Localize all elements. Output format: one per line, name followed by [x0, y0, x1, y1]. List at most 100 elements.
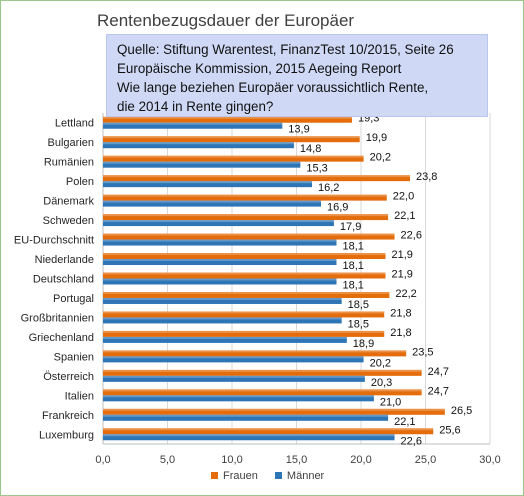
- bar-frauen: [103, 408, 445, 415]
- bar-frauen: [103, 389, 422, 396]
- data-label-maenner: 20,2: [370, 357, 391, 369]
- bar-maenner: [103, 395, 374, 402]
- legend-swatch-frauen: [211, 472, 218, 479]
- bar-maenner: [103, 356, 364, 363]
- data-label-maenner: 13,9: [288, 124, 309, 136]
- category-label: Österreich: [43, 371, 94, 383]
- data-label-maenner: 18,5: [348, 299, 369, 311]
- bar-highlight: [103, 200, 322, 203]
- data-label-maenner: 18,1: [342, 241, 363, 253]
- data-label-frauen: 22,0: [393, 191, 414, 203]
- bar-frauen: [103, 116, 352, 123]
- bar-highlight: [103, 272, 386, 275]
- data-label-frauen: 24,7: [428, 385, 449, 397]
- data-label-maenner: 20,3: [371, 377, 392, 389]
- legend-label: Frauen: [223, 470, 258, 482]
- bar-frauen: [103, 214, 389, 221]
- x-tick-label: 30,0: [479, 454, 500, 466]
- bar-maenner: [103, 434, 395, 441]
- annotation-line: Europäische Kommission, 2015 Aegeing Rep…: [117, 61, 402, 76]
- category-label: Rumänien: [44, 157, 94, 169]
- bar-highlight: [103, 155, 364, 158]
- bar-highlight: [103, 375, 365, 378]
- bar-highlight: [103, 253, 386, 256]
- bar-highlight: [103, 336, 347, 339]
- legend-swatch-maenner: [274, 472, 282, 479]
- category-label: Bulgarien: [48, 137, 94, 149]
- bar-highlight: [103, 136, 360, 139]
- bar-frauen: [103, 291, 390, 298]
- annotation-line: Wie lange beziehen Europäer voraussichtl…: [117, 80, 429, 95]
- category-label: Luxemburg: [39, 429, 94, 441]
- data-label-frauen: 22,1: [394, 210, 415, 222]
- legend: Frauen Männer: [211, 470, 338, 482]
- bar-frauen: [103, 311, 385, 318]
- bar-highlight: [103, 259, 337, 262]
- bar-frauen: [103, 155, 364, 162]
- data-label-frauen: 26,5: [451, 405, 472, 417]
- bar-highlight: [103, 278, 337, 281]
- bar-highlight: [103, 239, 337, 242]
- data-label-maenner: 18,1: [342, 280, 363, 292]
- category-label: Polen: [66, 176, 94, 188]
- annotation-line: Quelle: Stiftung Warentest, FinanzTest 1…: [117, 42, 454, 57]
- category-label: EU-Durchschnitt: [14, 235, 94, 247]
- bar-highlight: [103, 291, 390, 294]
- legend-item-frauen: Frauen: [211, 470, 258, 482]
- bar-highlight: [103, 350, 407, 353]
- bar-highlight: [103, 414, 389, 417]
- x-tick-label: 10,0: [221, 454, 242, 466]
- data-label-frauen: 22,2: [395, 288, 416, 300]
- bar-highlight: [103, 389, 422, 392]
- category-label: Niederlande: [35, 254, 94, 266]
- data-label-maenner: 16,2: [318, 182, 339, 194]
- data-label-maenner: 14,8: [300, 143, 321, 155]
- bar-frauen: [103, 350, 407, 357]
- x-tick-label: 25,0: [415, 454, 436, 466]
- bar-highlight: [103, 181, 312, 184]
- data-label-maenner: 15,3: [306, 163, 327, 175]
- bar-maenner: [103, 181, 312, 188]
- bar-maenner: [103, 161, 301, 168]
- data-label-maenner: 22,1: [394, 416, 415, 428]
- data-label-frauen: 24,7: [428, 366, 449, 378]
- bar-highlight: [103, 161, 301, 164]
- data-label-maenner: 18,5: [348, 318, 369, 330]
- data-label-frauen: 22,6: [401, 230, 422, 242]
- bar-maenner: [103, 142, 294, 149]
- source-annotation-box: Quelle: Stiftung Warentest, FinanzTest 1…: [106, 34, 488, 117]
- bar-maenner: [103, 122, 283, 129]
- data-label-frauen: 21,8: [390, 327, 411, 339]
- data-label-frauen: 23,8: [416, 171, 437, 183]
- bar-maenner: [103, 200, 322, 207]
- category-label: Schweden: [43, 215, 94, 227]
- bar-maenner: [103, 414, 389, 421]
- bar-highlight: [103, 175, 411, 178]
- data-label-frauen: 25,6: [439, 424, 460, 436]
- legend-item-maenner: Männer: [274, 470, 324, 482]
- data-label-frauen: 20,2: [370, 152, 391, 164]
- bar-highlight: [103, 356, 364, 359]
- category-label: Großbritannien: [21, 312, 94, 324]
- bar-highlight: [103, 395, 374, 398]
- chart-title: Rentenbezugsdauer der Europäer: [97, 11, 355, 30]
- bar-highlight: [103, 220, 334, 223]
- bar-highlight: [103, 428, 434, 431]
- bar-highlight: [103, 233, 395, 236]
- bar-highlight: [103, 194, 387, 197]
- data-label-frauen: 19,9: [366, 132, 387, 144]
- category-label: Italien: [65, 390, 94, 402]
- data-label-maenner: 18,1: [342, 260, 363, 272]
- bar-maenner: [103, 278, 337, 285]
- bar-highlight: [103, 317, 342, 320]
- category-label: Dänemark: [43, 196, 94, 208]
- bar-highlight: [103, 408, 445, 411]
- bar-maenner: [103, 317, 342, 324]
- bar-highlight: [103, 122, 283, 125]
- x-tick-label: 0,0: [95, 454, 110, 466]
- bar-maenner: [103, 336, 347, 343]
- data-label-maenner: 16,9: [327, 202, 348, 214]
- data-label-frauen: 23,5: [412, 346, 433, 358]
- category-label: Deutschland: [33, 274, 94, 286]
